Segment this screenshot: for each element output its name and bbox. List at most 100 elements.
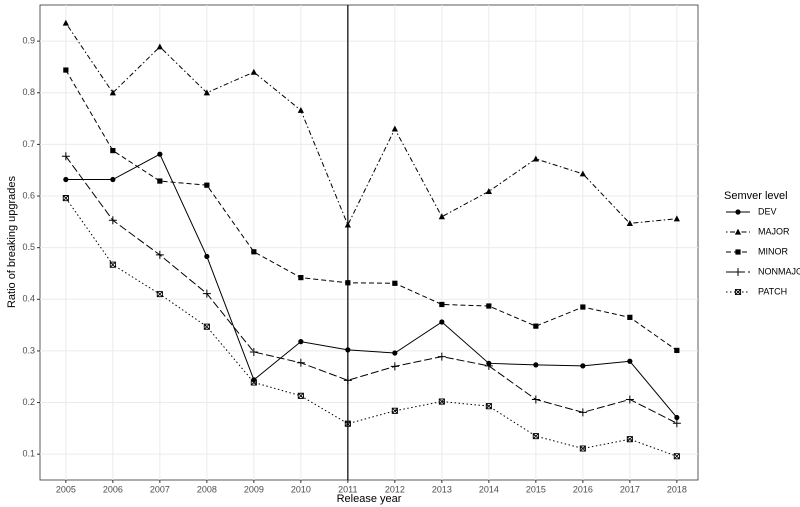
point (202, 289, 211, 298)
point (531, 395, 540, 404)
point (627, 314, 633, 320)
y-tick-label: 0.8 (22, 87, 35, 97)
y-tick-label: 0.7 (22, 139, 35, 149)
y-tick-label: 0.9 (22, 36, 35, 46)
point (673, 453, 680, 460)
series-line (65, 69, 678, 351)
point (156, 291, 163, 298)
point (297, 392, 304, 399)
point (580, 304, 586, 310)
point (673, 215, 680, 222)
point (439, 319, 445, 325)
legend-key-marker (734, 288, 742, 296)
point (62, 19, 69, 26)
point (156, 43, 163, 50)
point (674, 414, 680, 421)
point (296, 358, 305, 367)
point (110, 147, 116, 154)
point (437, 352, 446, 361)
point (108, 216, 117, 225)
x-tick-label: 2008 (197, 484, 217, 494)
point (249, 347, 258, 356)
point (250, 68, 257, 75)
point (438, 213, 445, 220)
legend-title: Semver level (724, 190, 788, 202)
point (250, 379, 257, 386)
point (63, 67, 69, 73)
point (392, 350, 398, 356)
y-tick-label: 0.6 (22, 190, 35, 200)
point (579, 445, 586, 452)
point (580, 363, 586, 369)
point (298, 339, 304, 345)
x-tick-label: 2010 (291, 484, 311, 494)
point (63, 176, 69, 183)
x-tick-label: 2014 (479, 484, 499, 494)
panel (39, 4, 699, 481)
point (391, 407, 398, 414)
point (485, 188, 492, 194)
point (155, 250, 164, 259)
legend-label: MAJOR (758, 226, 790, 236)
x-tick-label: 2011 (338, 484, 357, 494)
point (390, 362, 399, 371)
point (204, 182, 210, 188)
point (297, 106, 304, 113)
series-line (65, 22, 677, 227)
point (439, 301, 445, 308)
point (484, 361, 493, 370)
point (578, 408, 587, 417)
legend-label: PATCH (758, 286, 787, 296)
y-tick-label: 0.2 (22, 397, 35, 407)
x-tick-label: 2018 (667, 484, 687, 494)
point (626, 436, 633, 443)
point (109, 261, 116, 268)
point (627, 358, 633, 364)
legend-key-marker (735, 249, 741, 255)
point (203, 89, 210, 96)
x-tick-label: 2012 (385, 484, 405, 494)
point (110, 176, 116, 183)
legend-key-marker (735, 209, 741, 215)
point (532, 433, 539, 440)
point (157, 151, 163, 157)
point (344, 221, 351, 228)
point (532, 155, 539, 162)
legend-label: MINOR (758, 246, 788, 256)
x-tick-label: 2017 (620, 484, 640, 494)
x-tick-label: 2009 (244, 484, 264, 494)
point (533, 323, 539, 329)
point (251, 249, 257, 255)
point (392, 280, 398, 286)
point (579, 170, 586, 177)
series-line (65, 155, 678, 424)
point (298, 275, 304, 281)
point (391, 125, 398, 132)
point (533, 362, 539, 368)
x-tick-label: 2005 (56, 484, 76, 494)
y-tick-label: 0.1 (22, 449, 35, 459)
series-line (65, 153, 678, 418)
legend-key-marker (734, 268, 742, 276)
x-axis-title: Release year (337, 493, 402, 505)
legend-label: DEV (758, 206, 777, 216)
point (345, 347, 351, 353)
y-tick-label: 0.3 (22, 345, 35, 355)
x-tick-label: 2013 (432, 484, 452, 494)
point (61, 152, 70, 161)
y-axis-title: Ratio of breaking upgrades (6, 175, 18, 308)
point (109, 89, 116, 96)
point (344, 420, 351, 427)
point (626, 220, 633, 226)
point (157, 178, 163, 184)
point (343, 376, 352, 385)
x-tick-label: 2015 (526, 484, 546, 494)
legend-key-marker (734, 228, 742, 235)
y-tick-label: 0.4 (22, 294, 35, 304)
point (674, 347, 680, 354)
x-tick-label: 2016 (573, 484, 593, 494)
y-tick-label: 0.5 (22, 242, 35, 252)
point (345, 280, 351, 286)
x-tick-label: 2006 (103, 484, 123, 494)
legend-label: NONMAJOR (758, 266, 800, 276)
